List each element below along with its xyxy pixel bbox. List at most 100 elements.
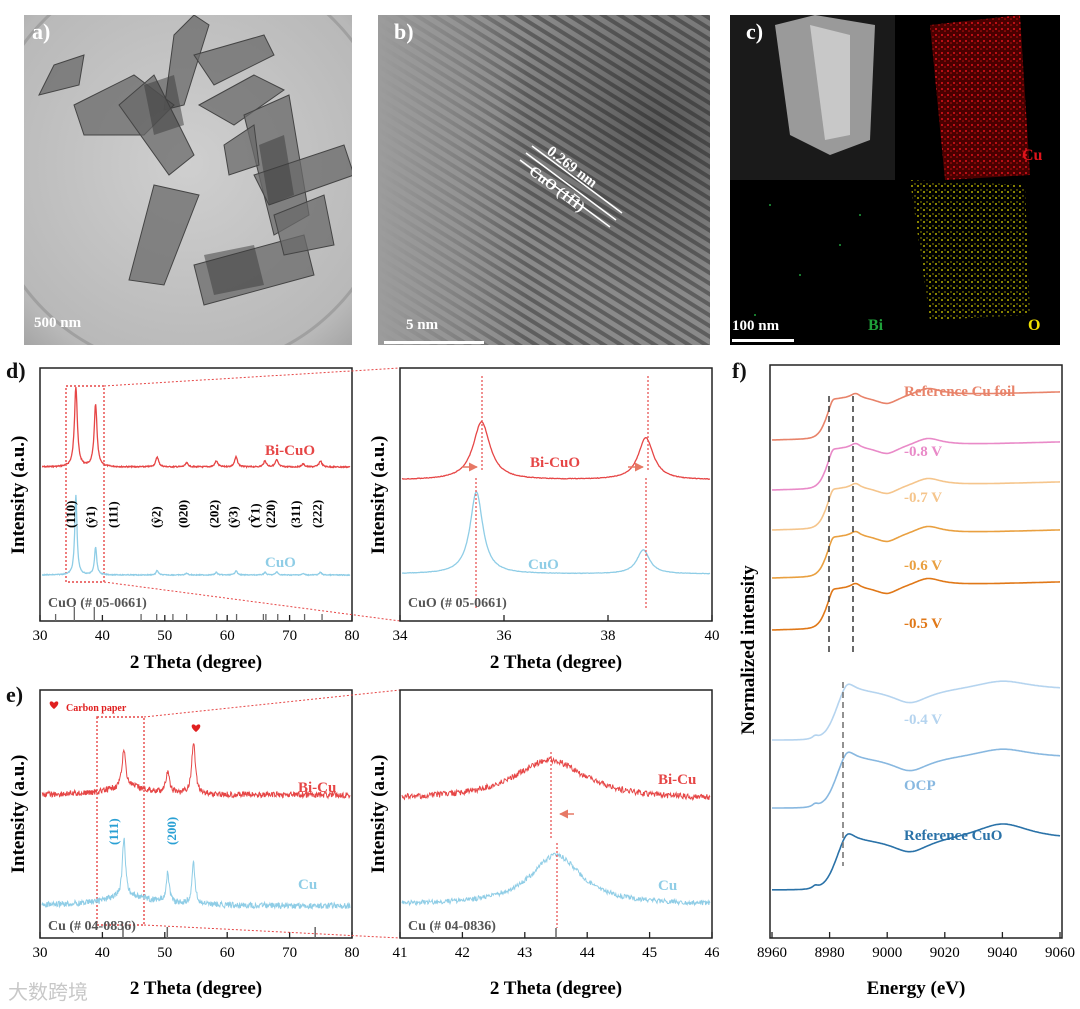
heart-marker-icon — [49, 701, 59, 709]
panel-label-d: d) — [6, 358, 26, 383]
label-cuo: CuO — [265, 555, 296, 571]
label-bi-cuo: Bi-CuO — [265, 443, 315, 459]
x-tick-label: 40 — [95, 945, 110, 961]
x-tick-label: 36 — [497, 628, 513, 644]
x-tick-label: 9000 — [872, 945, 902, 961]
x-tick-label: 8980 — [815, 945, 845, 961]
x-axis-label-zoom: 2 Theta (degree) — [490, 652, 622, 673]
x-tick-label: 42 — [455, 945, 470, 961]
series-bi-cuo-zoom — [401, 420, 710, 481]
x-tick-label: 60 — [220, 945, 235, 961]
carbon-paper-peak-icon — [191, 724, 201, 732]
miller-index: (220) — [263, 500, 278, 528]
xanes-series — [771, 387, 1060, 441]
map-label-bi: Bi — [868, 317, 884, 334]
hrtem-image-b: 0.269 nm CuO (11̅1) b) 5 nm — [378, 15, 710, 345]
tem-image-a: a) 500 nm — [24, 15, 352, 345]
miller-index: (ŷ1) — [83, 506, 98, 528]
x-axis-label-e: 2 Theta (degree) — [130, 978, 262, 999]
x-tick-label: 40 — [705, 628, 720, 644]
x-tick-label: 46 — [705, 945, 721, 961]
x-axis-ticks: 30 40 50 60 70 80 — [33, 615, 360, 644]
series-label: -0.5 V — [904, 616, 942, 632]
x-tick-label: 40 — [95, 628, 110, 644]
scalebar-label-c: 100 nm — [732, 318, 780, 334]
chart-d-left: 30 40 50 60 70 80 Bi-CuO CuO CuO (# 05-0661) … — [8, 367, 360, 673]
plane-200: (200) — [164, 817, 179, 845]
series-label: Reference Cu foil — [904, 384, 1015, 400]
miller-index: (Ŷ1) — [247, 503, 262, 528]
x-tick-label: 60 — [220, 628, 235, 644]
reference-lines-cuo — [54, 607, 323, 621]
x-tick-label: 9040 — [987, 945, 1017, 961]
x-tick-label: 30 — [33, 628, 48, 644]
label-bi-cu: Bi-Cu — [298, 780, 336, 796]
panel-label-c: c) — [746, 19, 764, 44]
series-cu-zoom — [401, 852, 711, 907]
chart-f-xanes: Reference Cu foil -0.8 V -0.7 V -0.6 V -0.5 … — [738, 364, 1075, 999]
watermark: 大数跨境 — [8, 980, 88, 1004]
chart-e-right: 41 42 43 44 45 46 Bi-Cu Cu Cu (# 04-0836) 2 T… — [368, 689, 721, 999]
x-tick-label: 70 — [282, 945, 297, 961]
series-bi-cu — [41, 743, 351, 800]
scalebar-c — [732, 339, 794, 342]
eds-maps-c: c) Cu Bi O 100 nm — [730, 15, 1060, 345]
series-cu — [41, 837, 351, 911]
panel-label-f: f) — [732, 358, 747, 383]
panel-label-a: a) — [32, 19, 51, 44]
miller-index: (111) — [106, 501, 121, 528]
label-cuo-zoom: CuO — [528, 557, 559, 573]
xanes-series — [771, 525, 1060, 579]
y-axis-label: Intensity (a.u.) — [8, 436, 29, 555]
x-tick-label: 9060 — [1045, 945, 1075, 961]
x-tick-label: 45 — [642, 945, 657, 961]
scalebar-b — [384, 341, 484, 344]
x-axis-ticks-e: 30 40 50 60 70 80 — [33, 932, 360, 961]
x-axis-ticks-f: 8960 8980 9000 9020 9040 9060 — [757, 932, 1075, 961]
x-tick-label: 43 — [517, 945, 532, 961]
miller-index: (202) — [207, 500, 222, 528]
y-axis-label-e-zoom: Intensity (a.u.) — [368, 755, 389, 874]
label-cu: Cu — [298, 877, 317, 893]
x-axis-label-e-zoom: 2 Theta (degree) — [490, 978, 622, 999]
y-axis-label-e: Intensity (a.u.) — [8, 755, 29, 874]
x-tick-label: 50 — [157, 945, 172, 961]
chart-d-right: 34 36 38 40 Bi-CuO CuO CuO (# 05-0661) 2 Th… — [368, 367, 720, 673]
miller-index: (020) — [176, 500, 191, 528]
miller-index: (110) — [63, 501, 78, 528]
panel-label-b: b) — [394, 19, 414, 44]
x-tick-label: 50 — [157, 628, 172, 644]
reference-label-zoom: CuO (# 05-0661) — [408, 596, 507, 611]
scalebar-label-b: 5 nm — [406, 317, 439, 333]
series-label: -0.8 V — [904, 444, 942, 460]
reference-label-e-zoom: Cu (# 04-0836) — [408, 919, 496, 934]
map-label-cu: Cu — [1022, 147, 1043, 164]
x-tick-label: 80 — [345, 628, 360, 644]
series-label: OCP — [904, 778, 936, 794]
series-label: -0.4 V — [904, 712, 942, 728]
label-bi-cuo-zoom: Bi-CuO — [530, 455, 580, 471]
series-cuo — [41, 494, 351, 577]
plane-111: (111) — [106, 818, 121, 845]
scalebar-label-a: 500 nm — [34, 315, 82, 331]
x-tick-label: 8960 — [757, 945, 787, 961]
map-label-o: O — [1028, 317, 1041, 334]
miller-index: (311) — [288, 501, 303, 528]
x-tick-label: 9020 — [930, 945, 960, 961]
x-tick-label: 70 — [282, 628, 297, 644]
series-label: -0.7 V — [904, 490, 942, 506]
x-tick-label: 80 — [345, 945, 360, 961]
label-cu-zoom: Cu — [658, 878, 677, 894]
series-label: Reference CuO — [904, 828, 1002, 844]
x-tick-label: 44 — [580, 945, 596, 961]
miller-index: (ŷ3) — [225, 506, 240, 528]
xanes-series — [771, 577, 1060, 631]
reference-label: CuO (# 05-0661) — [48, 596, 147, 611]
miller-index: (222) — [310, 500, 325, 528]
xanes-series — [772, 748, 1061, 809]
x-tick-label: 38 — [601, 628, 616, 644]
reference-lines-cu — [122, 927, 316, 938]
legend-carbon-paper: Carbon paper — [66, 703, 127, 714]
x-axis-ticks-e-zoom: 41 42 43 44 45 46 — [393, 932, 721, 961]
